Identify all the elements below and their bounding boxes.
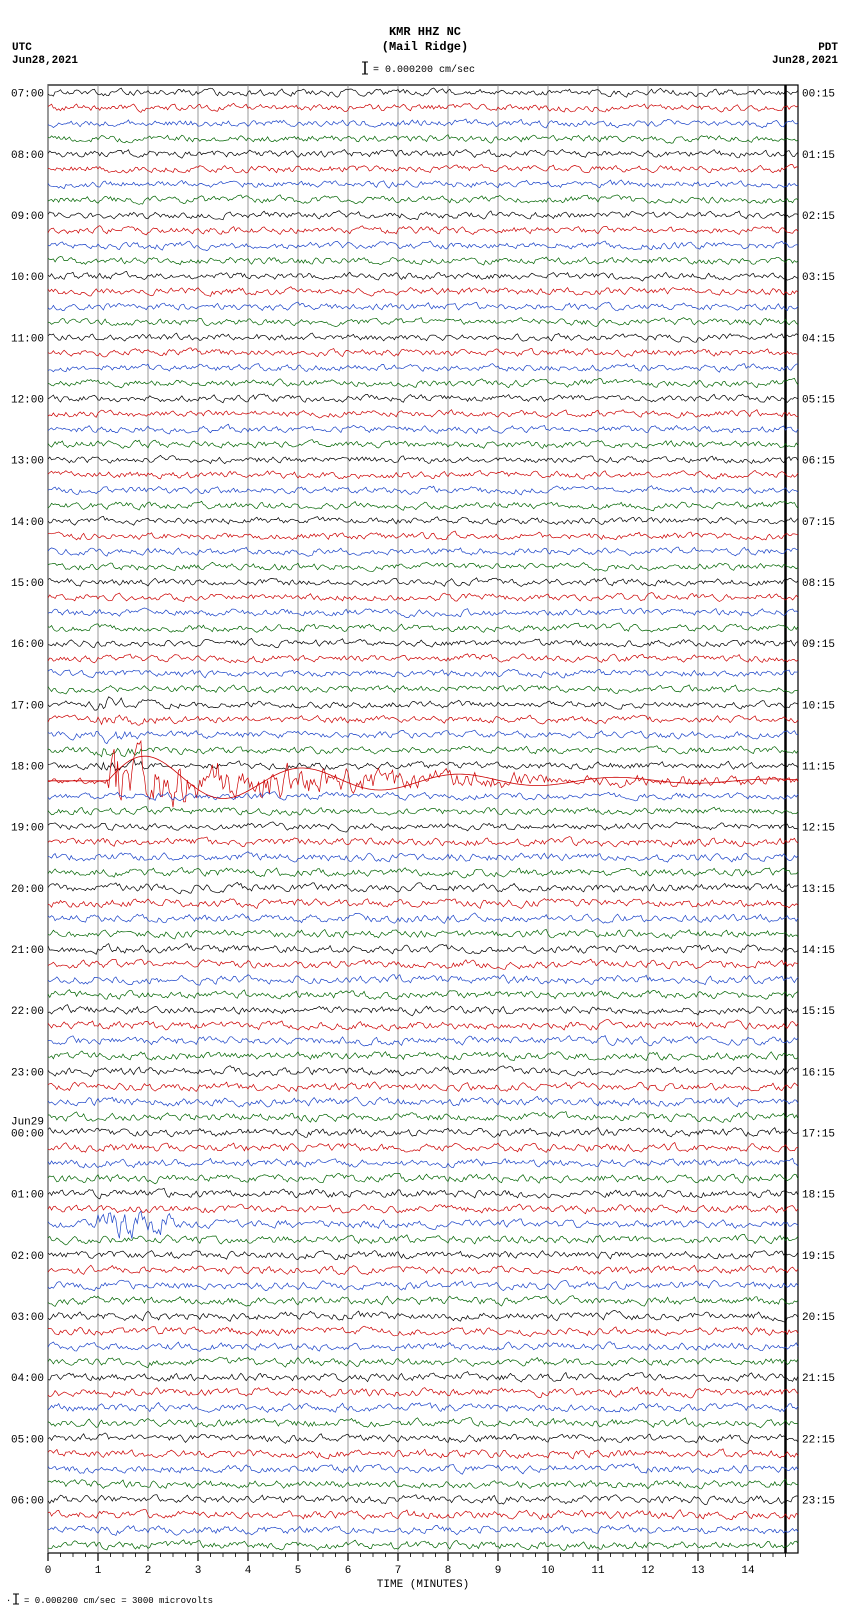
utc-time-label: 15:00 xyxy=(11,578,44,590)
x-tick-label: 2 xyxy=(145,1565,152,1577)
local-time-label: 18:15 xyxy=(802,1190,835,1202)
date-break: Jun29 xyxy=(11,1116,44,1128)
local-time-label: 22:15 xyxy=(802,1434,835,1446)
local-time-label: 13:15 xyxy=(802,884,835,896)
utc-time-label: 18:00 xyxy=(11,761,44,773)
local-time-label: 11:15 xyxy=(802,761,835,773)
local-time-label: 02:15 xyxy=(802,211,835,223)
local-time-label: 16:15 xyxy=(802,1067,835,1079)
utc-label: UTC xyxy=(12,42,32,54)
x-tick-label: 7 xyxy=(395,1565,402,1577)
local-time-label: 04:15 xyxy=(802,333,835,345)
utc-time-label: 02:00 xyxy=(11,1251,44,1263)
local-time-label: 19:15 xyxy=(802,1251,835,1263)
x-tick-label: 4 xyxy=(245,1565,252,1577)
local-time-label: 03:15 xyxy=(802,272,835,284)
local-time-label: 09:15 xyxy=(802,639,835,651)
x-tick-label: 10 xyxy=(541,1565,554,1577)
utc-time-label: 01:00 xyxy=(11,1190,44,1202)
local-label: PDT xyxy=(818,42,838,54)
local-date: Jun28,2021 xyxy=(772,55,838,67)
local-time-label: 14:15 xyxy=(802,945,835,957)
local-time-label: 07:15 xyxy=(802,517,835,529)
x-tick-label: 0 xyxy=(45,1565,52,1577)
local-time-label: 06:15 xyxy=(802,456,835,468)
utc-time-label: 07:00 xyxy=(11,89,44,101)
utc-time-label: 19:00 xyxy=(11,823,44,835)
utc-time-label: 08:00 xyxy=(11,150,44,162)
title-line2: (Mail Ridge) xyxy=(382,40,468,54)
utc-time-label: 17:00 xyxy=(11,700,44,712)
footer-glyph-left: ∙ xyxy=(6,1596,11,1606)
utc-time-label: 00:00 xyxy=(11,1128,44,1140)
x-tick-label: 11 xyxy=(591,1565,605,1577)
utc-time-label: 05:00 xyxy=(11,1434,44,1446)
local-time-label: 20:15 xyxy=(802,1312,835,1324)
utc-time-label: 14:00 xyxy=(11,517,44,529)
local-time-label: 08:15 xyxy=(802,578,835,590)
x-tick-label: 1 xyxy=(95,1565,102,1577)
local-time-label: 10:15 xyxy=(802,700,835,712)
local-time-label: 12:15 xyxy=(802,823,835,835)
local-time-label: 00:15 xyxy=(802,89,835,101)
seismogram-svg: KMR HHZ NC(Mail Ridge)UTCJun28,2021PDTJu… xyxy=(0,0,850,1613)
title-line1: KMR HHZ NC xyxy=(389,25,461,39)
utc-time-label: 03:00 xyxy=(11,1312,44,1324)
seismogram-container: KMR HHZ NC(Mail Ridge)UTCJun28,2021PDTJu… xyxy=(0,0,850,1613)
x-tick-label: 6 xyxy=(345,1565,352,1577)
utc-time-label: 21:00 xyxy=(11,945,44,957)
utc-time-label: 22:00 xyxy=(11,1006,44,1018)
utc-time-label: 20:00 xyxy=(11,884,44,896)
scale-legend: = 0.000200 cm/sec xyxy=(373,64,475,76)
x-tick-label: 8 xyxy=(445,1565,452,1577)
x-tick-label: 14 xyxy=(741,1565,755,1577)
utc-date: Jun28,2021 xyxy=(12,55,78,67)
utc-time-label: 04:00 xyxy=(11,1373,44,1385)
utc-time-label: 06:00 xyxy=(11,1495,44,1507)
local-time-label: 21:15 xyxy=(802,1373,835,1385)
x-tick-label: 13 xyxy=(691,1565,704,1577)
utc-time-label: 09:00 xyxy=(11,211,44,223)
x-axis-label: TIME (MINUTES) xyxy=(377,1579,469,1591)
x-tick-label: 3 xyxy=(195,1565,202,1577)
footer-calibration: = 0.000200 cm/sec = 3000 microvolts xyxy=(24,1596,213,1606)
utc-time-label: 13:00 xyxy=(11,456,44,468)
plot-bg xyxy=(0,0,850,1613)
local-time-label: 17:15 xyxy=(802,1128,835,1140)
utc-time-label: 23:00 xyxy=(11,1067,44,1079)
local-time-label: 23:15 xyxy=(802,1495,835,1507)
utc-time-label: 11:00 xyxy=(11,333,44,345)
local-time-label: 05:15 xyxy=(802,394,835,406)
x-tick-label: 5 xyxy=(295,1565,302,1577)
x-tick-label: 12 xyxy=(641,1565,654,1577)
utc-time-label: 12:00 xyxy=(11,394,44,406)
utc-time-label: 10:00 xyxy=(11,272,44,284)
x-tick-label: 9 xyxy=(495,1565,502,1577)
local-time-label: 01:15 xyxy=(802,150,835,162)
local-time-label: 15:15 xyxy=(802,1006,835,1018)
utc-time-label: 16:00 xyxy=(11,639,44,651)
